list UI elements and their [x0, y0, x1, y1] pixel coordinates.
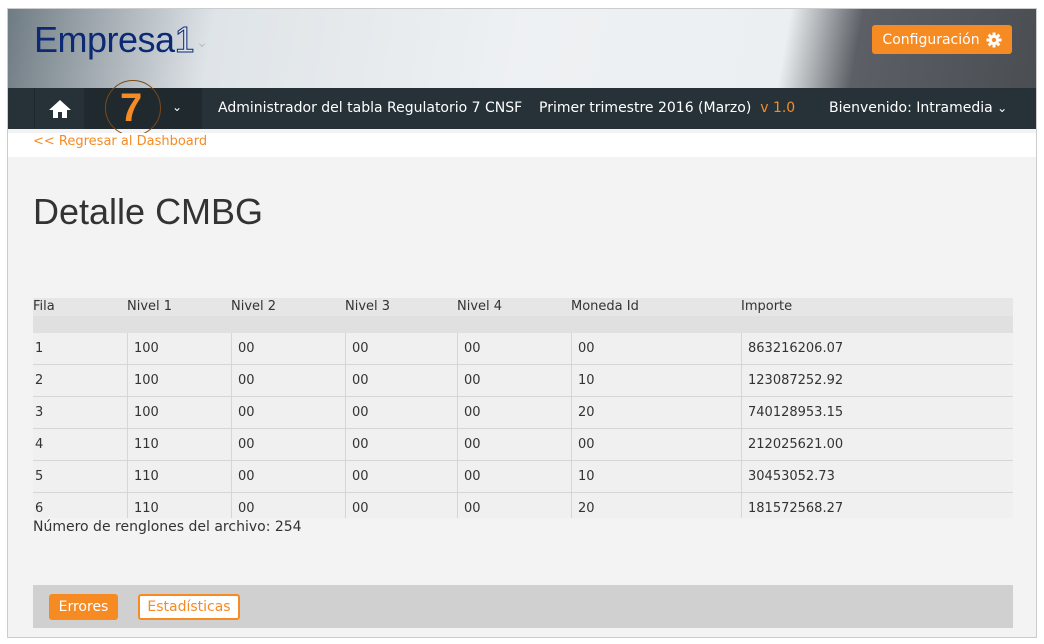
column-header: Moneda Id	[571, 299, 639, 314]
table-cell: 5	[35, 469, 44, 484]
user-menu[interactable]: Bienvenido: Intramedia ⌄	[829, 100, 1008, 116]
table-cell: 4	[35, 437, 44, 452]
period: Primer trimestre 2016 (Marzo) v 1.0	[539, 100, 796, 116]
table-cell: 00	[231, 333, 345, 364]
table-cell: 2	[35, 373, 44, 388]
row-count: Número de renglones del archivo: 254	[33, 519, 302, 535]
table-cell: 863216206.07	[741, 333, 1013, 364]
app-window: Empresa1 ⌄ Configuración 7 ⌄ Administrado…	[7, 8, 1037, 638]
table-cell: 30453052.73	[741, 461, 1013, 492]
table-row[interactable]: 1 100 00 00 00 00 863216206.07	[33, 333, 1013, 365]
column-header: Nivel 3	[345, 299, 391, 314]
gear-icon	[986, 32, 1002, 47]
table-row[interactable]: 5 110 00 00 00 10 30453052.73	[33, 461, 1013, 493]
table-cell: 00	[231, 397, 345, 428]
module-selector[interactable]: 7 ⌄	[84, 80, 202, 136]
table-cell: 212025621.00	[741, 429, 1013, 460]
table-cell: 100	[127, 397, 231, 428]
table-cell: 00	[345, 365, 457, 396]
nav-title: Administrador del tabla Regulatorio 7 CN…	[218, 100, 523, 116]
table-cell: 740128953.15	[741, 397, 1013, 428]
errors-button[interactable]: Errores	[49, 594, 118, 620]
table-cell: 10	[571, 365, 741, 396]
table-row[interactable]: 6 110 00 00 00 20 181572568.27	[33, 493, 1013, 518]
table-cell: 3	[35, 405, 44, 420]
table-cell: 10	[571, 461, 741, 492]
table-cell: 20	[571, 397, 741, 428]
chevron-down-icon: ⌄	[196, 33, 208, 50]
column-header: Nivel 4	[457, 299, 503, 314]
top-nav: 7 ⌄ Administrador del tabla Regulatorio …	[8, 80, 1036, 136]
version: v 1.0	[760, 100, 796, 116]
table-cell: 00	[457, 461, 571, 492]
table-cell: 00	[231, 461, 345, 492]
chevron-down-icon: ⌄	[997, 101, 1008, 115]
column-header: Importe	[741, 299, 793, 314]
module-number: 7	[120, 86, 143, 130]
table-cell: 110	[127, 461, 231, 492]
header-filter-row	[33, 316, 1013, 333]
table-row[interactable]: 3 100 00 00 00 20 740128953.15	[33, 397, 1013, 429]
table-cell: 00	[457, 429, 571, 460]
table-cell: 100	[127, 365, 231, 396]
table-cell: 00	[457, 397, 571, 428]
home-icon	[48, 99, 71, 118]
table-cell: 00	[231, 493, 345, 518]
table-row[interactable]: 4 110 00 00 00 00 212025621.00	[33, 429, 1013, 461]
table-cell: 110	[127, 493, 231, 518]
table-cell: 00	[457, 365, 571, 396]
table-cell: 00	[231, 429, 345, 460]
chevron-down-icon: ⌄	[172, 100, 183, 114]
statistics-button[interactable]: Estadísticas	[138, 594, 240, 620]
home-button[interactable]	[34, 88, 84, 129]
table-cell: 00	[571, 429, 741, 460]
column-header: Nivel 2	[231, 299, 277, 314]
table-row[interactable]: 2 100 00 00 00 10 123087252.92	[33, 365, 1013, 397]
table-cell: 00	[345, 397, 457, 428]
table-cell: 00	[345, 461, 457, 492]
table-cell: 1	[35, 341, 44, 356]
table-cell: 20	[571, 493, 741, 518]
header: Empresa1 ⌄ Configuración	[8, 9, 1036, 88]
column-header: Fila	[33, 299, 55, 314]
table-cell: 00	[345, 333, 457, 364]
back-to-dashboard-link[interactable]: << Regresar al Dashboard	[8, 133, 1036, 157]
table-cell: 6	[35, 501, 44, 516]
table-cell: 123087252.92	[741, 365, 1013, 396]
table-cell: 00	[231, 365, 345, 396]
table-cell: 100	[127, 333, 231, 364]
detail-table[interactable]: Fila Nivel 1 Nivel 2 Nivel 3 Nivel 4 Mon…	[33, 298, 1013, 518]
action-bar: Errores Estadísticas	[33, 585, 1013, 628]
page-title: Detalle CMBG	[33, 191, 264, 232]
configuration-button[interactable]: Configuración	[872, 25, 1012, 54]
table-header: Fila Nivel 1 Nivel 2 Nivel 3 Nivel 4 Mon…	[33, 298, 1013, 316]
table-cell: 00	[457, 333, 571, 364]
table-cell: 00	[345, 493, 457, 518]
company-logo[interactable]: Empresa1 ⌄	[34, 19, 208, 61]
table-cell: 181572568.27	[741, 493, 1013, 518]
table-cell: 00	[457, 493, 571, 518]
table-cell: 110	[127, 429, 231, 460]
column-header: Nivel 1	[127, 299, 173, 314]
table-cell: 00	[571, 333, 741, 364]
table-cell: 00	[345, 429, 457, 460]
